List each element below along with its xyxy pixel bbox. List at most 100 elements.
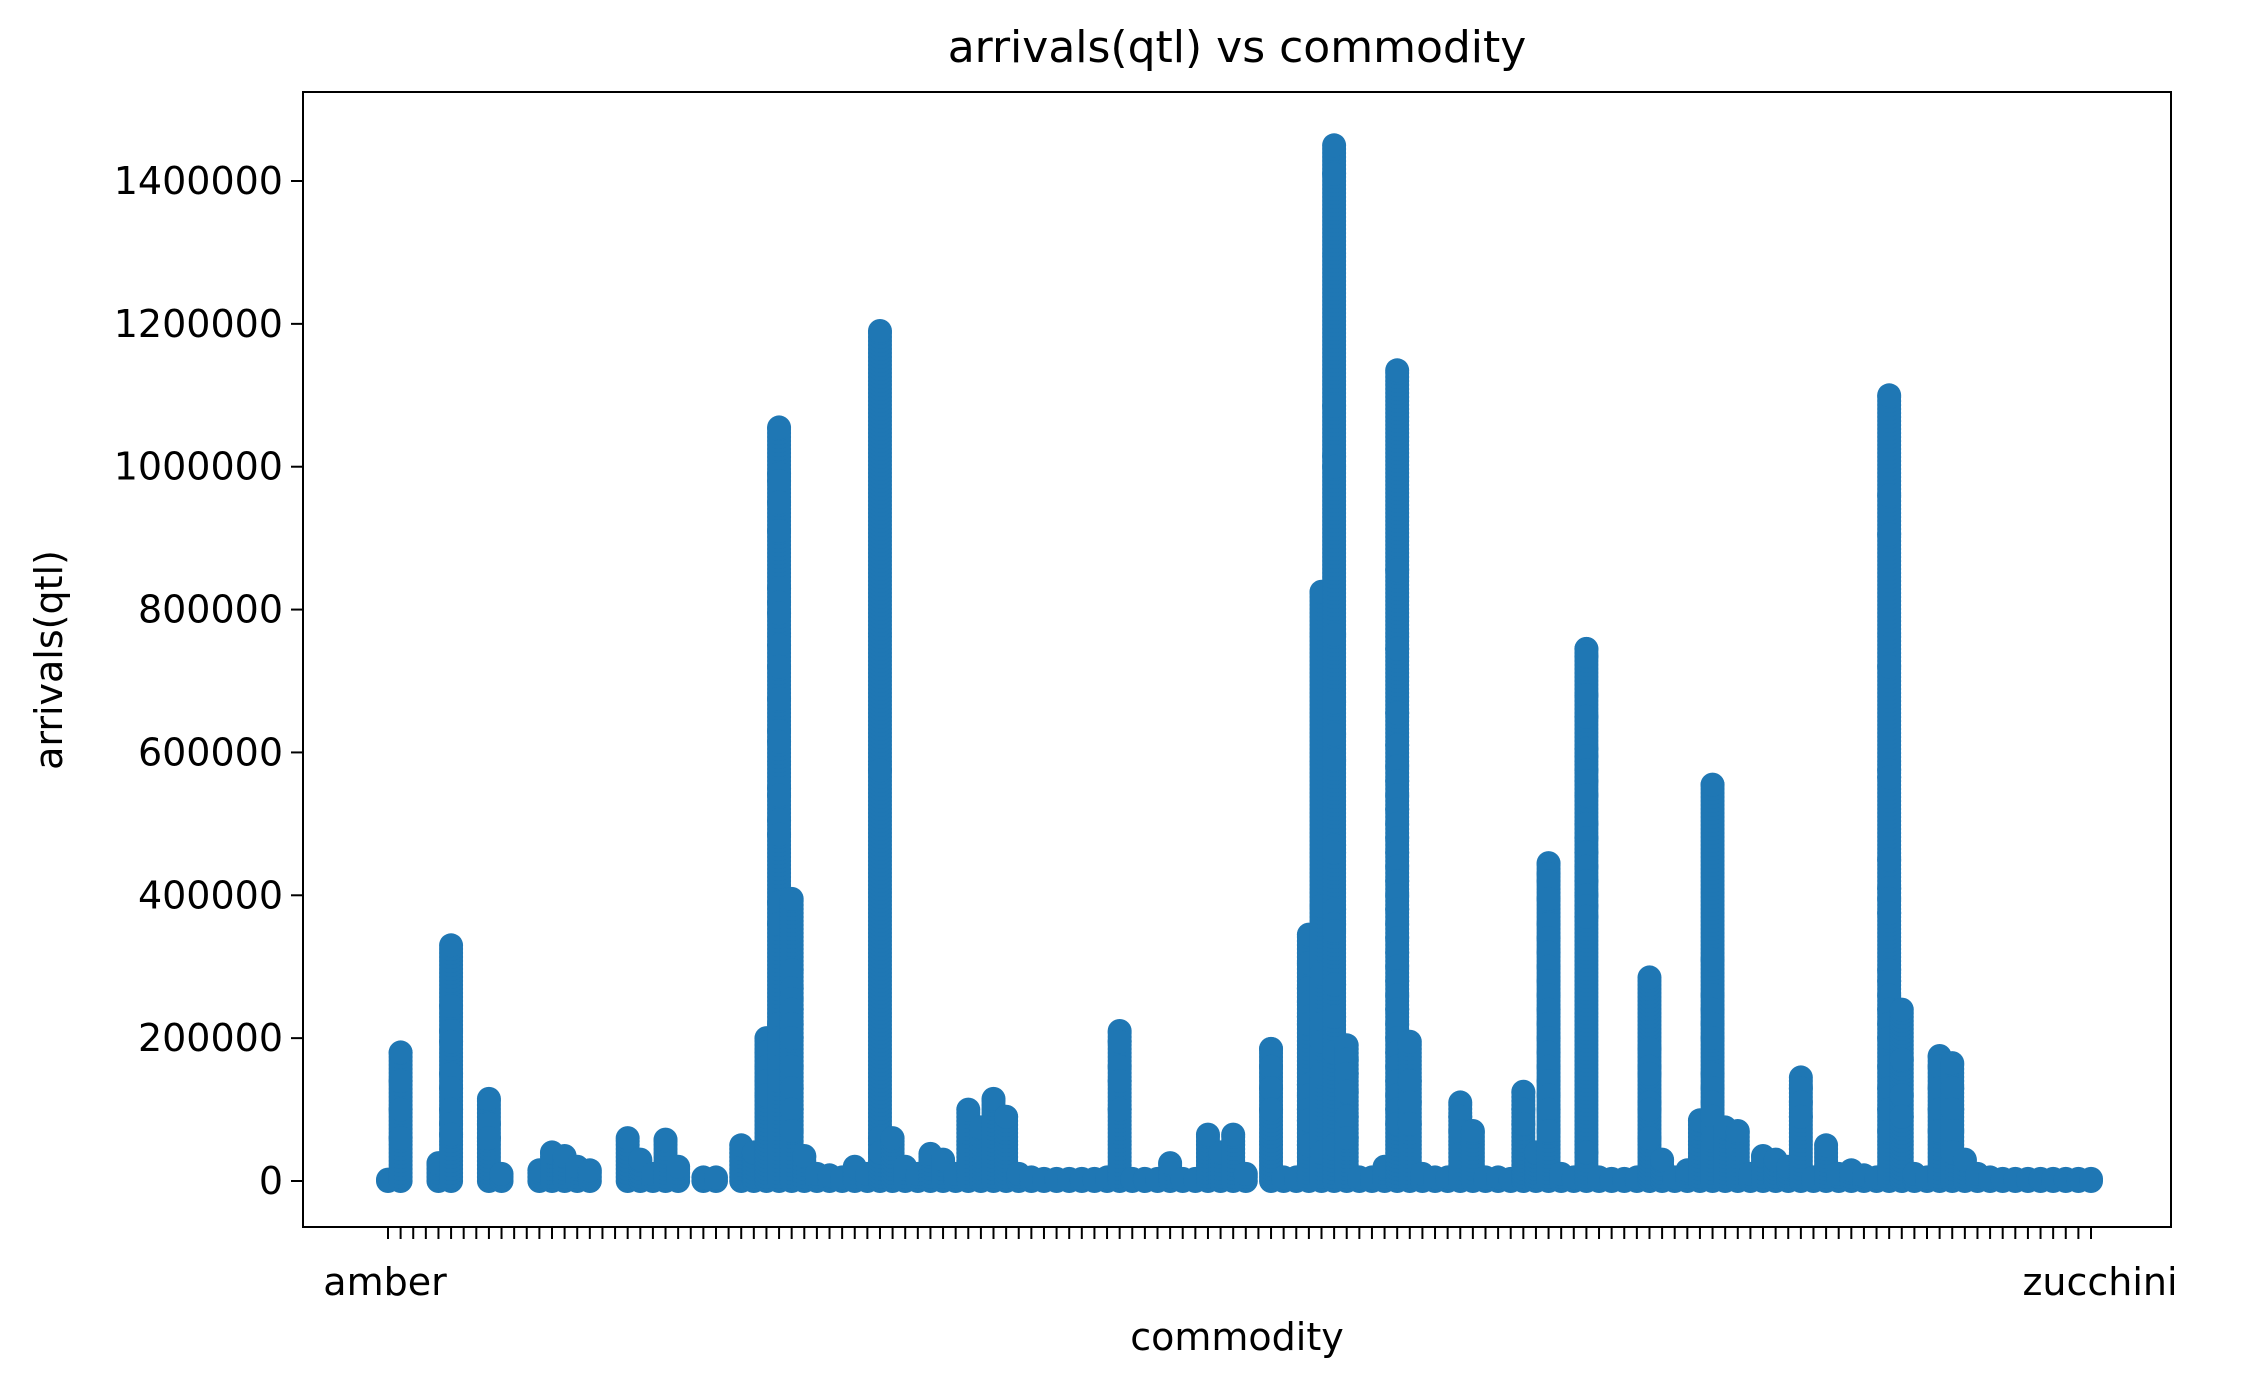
scatter-point — [792, 1144, 817, 1168]
scatter-point — [1700, 947, 1725, 972]
scatter-point — [1322, 133, 1347, 158]
scatter-point — [439, 933, 464, 958]
scatter-point — [1536, 886, 1561, 911]
scatter-point — [1397, 1111, 1422, 1136]
y-tick-label: 1000000 — [114, 445, 283, 489]
scatter-point — [1322, 1004, 1347, 1029]
scatter-point — [1259, 1076, 1284, 1101]
scatter-point — [1322, 840, 1347, 865]
scatter-point — [779, 886, 804, 911]
scatter-point — [767, 633, 792, 658]
scatter-point — [1397, 1029, 1422, 1054]
scatter-point — [1877, 847, 1902, 872]
scatter-point — [1940, 1051, 1965, 1076]
scatter-point — [1322, 972, 1347, 997]
scatter-point — [1460, 1119, 1485, 1143]
scatter-point — [1322, 690, 1347, 715]
scatter-point — [615, 1126, 640, 1151]
scatter-point — [476, 1126, 501, 1151]
scatter-point — [1940, 1097, 1965, 1122]
scatter-point — [767, 469, 792, 493]
scatter-point — [1877, 522, 1902, 547]
scatter-point — [1322, 622, 1347, 647]
scatter-point — [1574, 1140, 1599, 1165]
scatter-point — [1574, 683, 1599, 708]
scatter-point — [1511, 1079, 1536, 1104]
scatter-point — [666, 1154, 691, 1179]
y-axis-label: arrivals(qtl) — [27, 550, 71, 770]
plot-area — [376, 133, 2103, 1193]
scatter-point — [1259, 1054, 1284, 1079]
scatter-point — [1322, 919, 1347, 943]
y-tick-label: 600000 — [138, 730, 283, 774]
scatter-point — [1814, 1133, 1839, 1158]
y-tick-label: 1400000 — [114, 159, 283, 203]
scatter-point — [476, 1086, 501, 1111]
scatter-point — [1334, 1126, 1359, 1151]
scatter-point — [767, 822, 792, 847]
scatter-point — [1788, 1104, 1813, 1129]
x-axis — [387, 1227, 2092, 1239]
scatter-point — [439, 994, 464, 1018]
scatter-point — [439, 1122, 464, 1147]
scatter-point — [388, 1126, 413, 1151]
scatter-point — [1889, 1047, 1914, 1072]
scatter-point — [1107, 1069, 1132, 1093]
scatter-point — [489, 1161, 514, 1186]
scatter-point — [867, 319, 892, 343]
y-tick-label: 0 — [259, 1159, 283, 1203]
scatter-point — [1334, 1079, 1359, 1104]
scatter-point — [577, 1158, 602, 1183]
y-tick-label: 200000 — [138, 1016, 283, 1060]
scatter-point — [1650, 1147, 1675, 1172]
scatter-point — [1877, 483, 1902, 508]
scatter-point — [388, 1040, 413, 1065]
scatter-point — [1385, 358, 1410, 383]
scatter-point — [1536, 1119, 1561, 1143]
scatter-point — [767, 686, 792, 711]
scatter-point — [1877, 901, 1902, 926]
scatter-point — [1940, 1119, 1965, 1143]
scatter-point — [779, 1119, 804, 1143]
scatter-point — [653, 1127, 678, 1152]
scatter-point — [779, 1097, 804, 1122]
scatter-point — [1322, 454, 1347, 479]
scatter-point — [779, 958, 804, 983]
scatter-point — [1334, 1061, 1359, 1086]
scatter-point — [1637, 1126, 1662, 1151]
scatter-point — [981, 1086, 1006, 1111]
scatter-point — [1574, 644, 1599, 668]
scatter-point — [439, 1076, 464, 1101]
y-axis: 0 200000 400000 600000 800000 1000000 1200000 1… — [114, 159, 303, 1203]
scatter-point — [1574, 704, 1599, 729]
scatter-point — [1637, 1061, 1662, 1086]
scatter-point — [2079, 1166, 2103, 1191]
scatter-point — [1574, 904, 1599, 929]
scatter-point — [1397, 1069, 1422, 1093]
scatter-point — [1259, 1097, 1284, 1122]
scatter-point — [1322, 722, 1347, 747]
y-tick-label: 800000 — [138, 588, 283, 632]
scatter-point — [1334, 1104, 1359, 1129]
scatter-point — [1574, 783, 1599, 808]
scatter-point — [767, 490, 792, 515]
scatter-point — [388, 1097, 413, 1122]
scatter-point — [1259, 1036, 1284, 1061]
scatter-point — [1511, 1111, 1536, 1136]
scatter-point — [1385, 636, 1410, 661]
scatter-point — [779, 1054, 804, 1079]
plot-frame — [302, 91, 2172, 1228]
scatter-point — [703, 1165, 728, 1190]
scatter-point — [1637, 965, 1662, 990]
scatter-point — [1889, 1104, 1914, 1129]
scatter-point — [1889, 997, 1914, 1022]
scatter-point — [1107, 1097, 1132, 1122]
scatter-point — [956, 1097, 981, 1122]
scatter-point — [1385, 733, 1410, 758]
scatter-point — [767, 783, 792, 808]
scatter-point — [767, 519, 792, 543]
scatter-point — [779, 1026, 804, 1051]
x-tick-label-last: zucchini — [2022, 1260, 2177, 1304]
scatter-point — [1637, 1036, 1662, 1061]
